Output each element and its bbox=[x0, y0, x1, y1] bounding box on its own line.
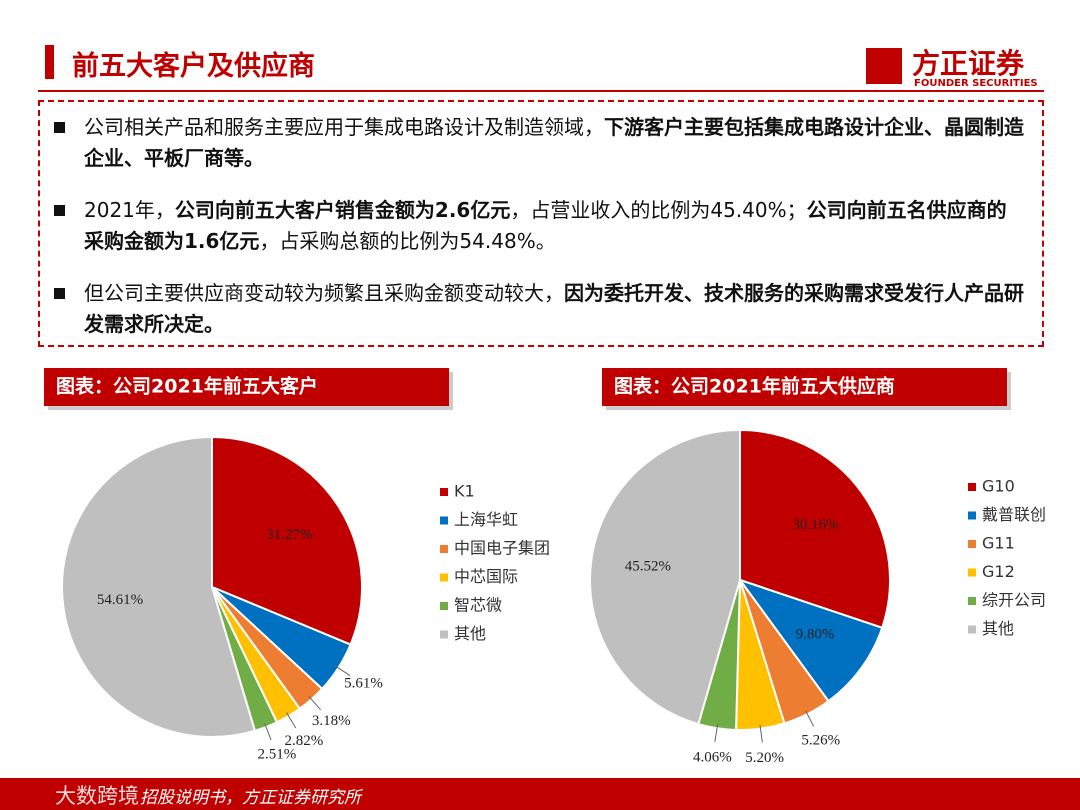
bullet: 2021年，公司向前五大客户销售金额为2.6亿元，占营业收入的比例为45.40%… bbox=[50, 195, 1025, 257]
legend-swatch bbox=[440, 488, 448, 496]
bullet-text: 下游客户主要包括集成电路设计企业、晶圆制造企业、平板厂商等。 bbox=[84, 115, 1024, 170]
legend-label: G10 bbox=[982, 477, 1015, 496]
bullet-text: 因为委托开发、技术服务的采购需求受发行人产品研发需求所决定。 bbox=[84, 281, 1024, 336]
bullet-text: 公司向前五大客户销售金额为2.6亿元 bbox=[174, 198, 511, 222]
bullet-list: 公司相关产品和服务主要应用于集成电路设计及制造领域，下游客户主要包括集成电路设计… bbox=[50, 112, 1025, 361]
legend-label: 综开公司 bbox=[982, 591, 1046, 610]
bullet-text: 但公司主要供应商变动较为频繁且采购金额变动较大， bbox=[84, 281, 564, 305]
legend-label: 智芯微 bbox=[454, 596, 502, 615]
data-label: 5.26% bbox=[801, 732, 840, 748]
legend-label: 上海华虹 bbox=[454, 510, 518, 529]
leader-line bbox=[714, 724, 719, 743]
data-label: 5.20% bbox=[745, 750, 784, 766]
legend-label: 戴普联创 bbox=[982, 505, 1046, 524]
legend-label: 中国电子集团 bbox=[454, 539, 550, 558]
bullet: 公司相关产品和服务主要应用于集成电路设计及制造领域，下游客户主要包括集成电路设计… bbox=[50, 112, 1025, 174]
bullet-text: 2021年， bbox=[84, 198, 175, 222]
leader-line bbox=[805, 710, 815, 727]
data-label: 3.18% bbox=[312, 713, 351, 729]
legend-swatch bbox=[440, 573, 448, 582]
data-label: 4.06% bbox=[693, 749, 732, 765]
data-label: 30.16% bbox=[792, 517, 838, 533]
bullet-text: ，占采购总额的比例为54.48%。 bbox=[259, 229, 556, 253]
chart-title: 图表：公司2021年前五大供应商 bbox=[614, 375, 895, 398]
legend-swatch bbox=[440, 602, 448, 610]
footer-bar bbox=[0, 778, 1080, 810]
logo-text: 方正证券 bbox=[912, 47, 1025, 80]
slide-title: 前五大客户及供应商 bbox=[72, 51, 315, 82]
data-label: 5.61% bbox=[344, 676, 383, 692]
pie-slice bbox=[737, 578, 884, 703]
legend-swatch bbox=[968, 483, 976, 491]
bullet-box bbox=[38, 100, 1044, 347]
legend-label: G11 bbox=[982, 534, 1015, 553]
legend-label: 中芯国际 bbox=[454, 567, 518, 586]
pie-slice bbox=[61, 435, 257, 738]
legend-swatch bbox=[440, 630, 448, 639]
pie-slice bbox=[589, 428, 741, 726]
legend-swatch bbox=[440, 516, 448, 525]
chart-title: 图表：公司2021年前五大客户 bbox=[56, 375, 318, 398]
leader-line bbox=[264, 723, 272, 741]
leader-line bbox=[308, 696, 322, 711]
chart-title-bg bbox=[602, 368, 1007, 406]
legend-label: G12 bbox=[982, 562, 1015, 581]
leader-line bbox=[759, 724, 763, 743]
logo-mark bbox=[866, 48, 902, 84]
legend-swatch bbox=[968, 568, 976, 577]
footer-source: 招股说明书，方正证券研究所 bbox=[140, 788, 361, 808]
pie-slice bbox=[739, 428, 891, 630]
legend-swatch bbox=[968, 540, 976, 548]
leader-line bbox=[286, 712, 297, 729]
data-label: 45.52% bbox=[625, 558, 671, 574]
data-label: 2.82% bbox=[285, 733, 324, 749]
leader-line bbox=[334, 665, 351, 676]
data-label: 2.51% bbox=[257, 746, 296, 762]
bullet-text: 公司向前五名供应商的采购金额为1.6亿元 bbox=[84, 198, 1007, 253]
bullet-text: 公司相关产品和服务主要应用于集成电路设计及制造领域， bbox=[84, 115, 604, 139]
legend-label: 其他 bbox=[982, 619, 1014, 638]
legend-swatch bbox=[440, 545, 448, 553]
legend-swatch bbox=[968, 597, 976, 605]
watermark: 大数跨境 bbox=[55, 784, 139, 808]
logo-subtext: FOUNDER SECURITIES bbox=[914, 78, 1038, 89]
data-label: 54.61% bbox=[97, 592, 143, 608]
title-rule bbox=[38, 90, 1044, 92]
legend-label: K1 bbox=[454, 482, 475, 501]
bullet: 但公司主要供应商变动较为频繁且采购金额变动较大，因为委托开发、技术服务的采购需求… bbox=[50, 278, 1025, 340]
bullet-text: ，占营业收入的比例为45.40%； bbox=[510, 198, 807, 222]
legend-swatch bbox=[968, 511, 976, 520]
chart-title-bg bbox=[44, 368, 449, 406]
data-label: 9.80% bbox=[796, 626, 835, 642]
title-bar bbox=[45, 45, 54, 79]
pie-slice bbox=[211, 435, 363, 646]
legend-label: 其他 bbox=[454, 624, 486, 643]
data-label: 31.27% bbox=[266, 527, 312, 543]
legend-swatch bbox=[968, 625, 976, 634]
